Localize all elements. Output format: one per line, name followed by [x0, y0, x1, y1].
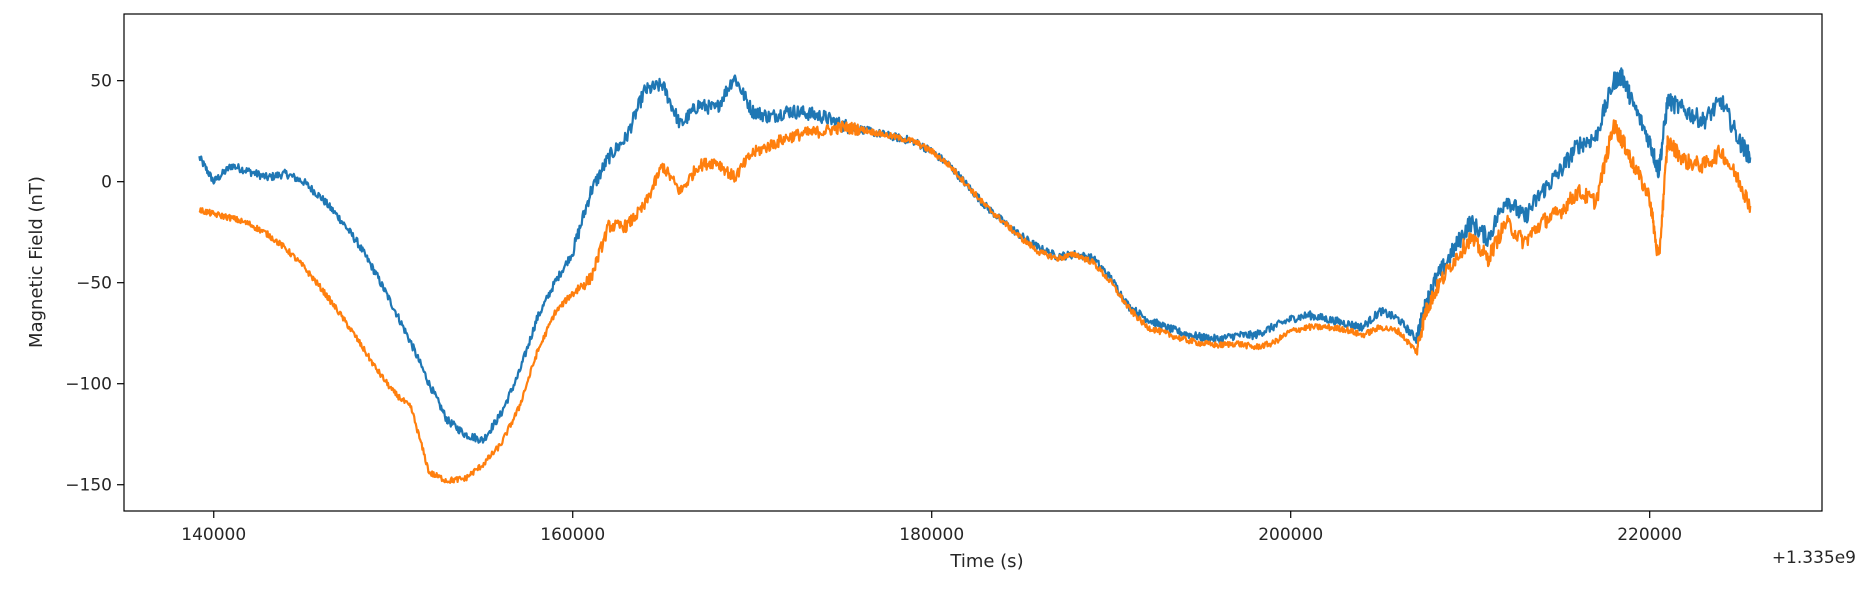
x-tick-label: 200000	[1258, 525, 1323, 545]
y-tick-label: −150	[65, 476, 112, 496]
x-tick-label: 160000	[540, 525, 605, 545]
series-line-1	[198, 67, 1752, 444]
plot-area	[124, 14, 1822, 511]
y-tick-label: −100	[65, 375, 112, 395]
y-tick-label: 0	[101, 173, 112, 193]
y-axis-label: Magnetic Field (nT)	[26, 176, 47, 348]
y-tick-label: 50	[90, 72, 112, 92]
x-tick-label: 140000	[181, 525, 246, 545]
series-line-2	[198, 119, 1752, 484]
series-layer	[198, 67, 1752, 484]
y-tick-label: −50	[76, 274, 112, 294]
x-tick-label: 220000	[1617, 525, 1682, 545]
x-axis-offset-label: +1.335e9	[1772, 548, 1856, 568]
x-axis-label: Time (s)	[949, 551, 1023, 572]
x-tick-label: 180000	[899, 525, 964, 545]
tick-layer: 140000 160000 180000 200000 220000 50 0 −50 −100…	[65, 72, 1682, 545]
plot-frame	[123, 13, 1823, 512]
